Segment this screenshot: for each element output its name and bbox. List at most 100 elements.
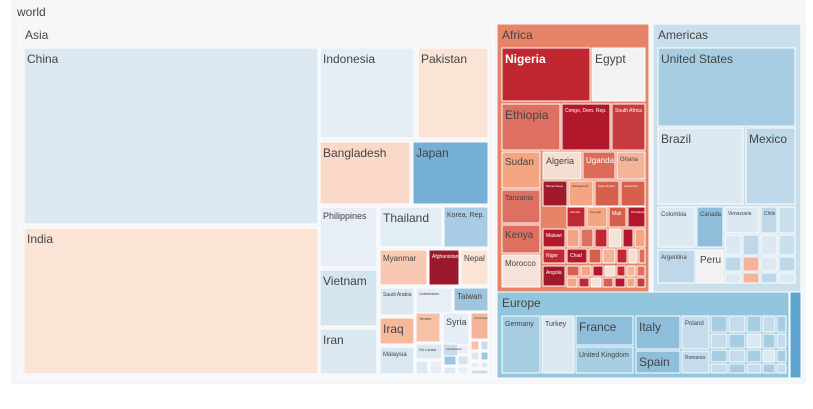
treemap-tile-americas-minor-9[interactable]: [778, 256, 796, 272]
treemap-tile-africa-minor-13[interactable]: [580, 265, 592, 277]
treemap-tile-europe-minor-9[interactable]: [762, 333, 776, 349]
treemap-tile-europe-minor-4[interactable]: [762, 315, 776, 333]
treemap-tile-asia-minor-10[interactable]: [480, 351, 489, 361]
treemap-tile-cameroon[interactable]: [620, 180, 646, 207]
treemap-tile-chile[interactable]: [760, 206, 778, 234]
treemap-tile-africa-minor-20[interactable]: [578, 277, 590, 288]
treemap-tile-asia-minor-6[interactable]: [457, 366, 469, 375]
treemap-tile-africa-minor-6[interactable]: [634, 228, 646, 248]
treemap-tile-americas-minor-2[interactable]: [724, 234, 742, 256]
treemap-tile-africa-minor-1[interactable]: [566, 228, 580, 248]
treemap-tile-europe-minor-16[interactable]: [710, 363, 728, 374]
treemap-tile-africa-minor-14[interactable]: [592, 265, 604, 277]
treemap-tile-africa-minor-17[interactable]: [626, 265, 636, 277]
treemap-tile-korea-rep[interactable]: [443, 206, 489, 248]
treemap-tile-americas-minor-4[interactable]: [760, 234, 778, 256]
treemap-tile-africa-minor-24[interactable]: [626, 277, 636, 288]
treemap-tile-mali[interactable]: [608, 206, 627, 228]
treemap-tile-europe-minor-18[interactable]: [746, 363, 762, 374]
treemap-tile-africa-minor-15[interactable]: [604, 265, 616, 277]
treemap-tile-europe-minor-14[interactable]: [762, 349, 776, 363]
treemap-tile-south-africa[interactable]: [611, 103, 646, 151]
treemap-tile-asia-minor-5[interactable]: [443, 366, 457, 375]
treemap-tile-kazakhstan[interactable]: [442, 343, 459, 357]
treemap-tile-myanmar[interactable]: [379, 249, 428, 286]
treemap-tile-europe-minor-5[interactable]: [776, 315, 787, 333]
treemap-tile-colombia[interactable]: [657, 206, 696, 248]
treemap-tile-germany[interactable]: [501, 315, 541, 374]
treemap-tile-africa-minor-19[interactable]: [566, 277, 578, 288]
treemap-tile-cote-d-ivoire[interactable]: [594, 180, 620, 207]
treemap-tile-romania[interactable]: [681, 350, 710, 374]
treemap-tile-nepal[interactable]: [460, 249, 489, 286]
treemap-tile-iraq[interactable]: [379, 317, 415, 345]
treemap-tile-morocco[interactable]: [501, 254, 541, 288]
treemap-tile-europe-minor-10[interactable]: [776, 333, 787, 349]
treemap-tile-africa-minor-25[interactable]: [636, 277, 646, 288]
treemap-tile-sri-lanka[interactable]: [415, 343, 443, 360]
treemap-tile-brazil[interactable]: [657, 127, 744, 205]
treemap-tile-poland[interactable]: [681, 315, 710, 350]
treemap-tile-americas-minor-11[interactable]: [742, 272, 760, 284]
treemap-tile-mozambique[interactable]: [542, 180, 568, 207]
treemap-tile-zambia[interactable]: [566, 206, 586, 228]
treemap-tile-turkey[interactable]: [541, 315, 575, 374]
treemap-tile-americas-minor-1[interactable]: [778, 206, 796, 234]
treemap-tile-europe-minor-19[interactable]: [762, 363, 776, 374]
treemap-tile-venezuela[interactable]: [724, 206, 760, 234]
treemap-tile-ethiopia[interactable]: [501, 103, 561, 151]
treemap-tile-europe-minor-11[interactable]: [710, 349, 728, 363]
treemap-tile-italy[interactable]: [635, 315, 681, 350]
treemap-tile-europe-minor-7[interactable]: [728, 333, 746, 349]
treemap-tile-zimbabwe[interactable]: [627, 206, 646, 228]
treemap-tile-tanzania[interactable]: [501, 189, 541, 224]
treemap-tile-taiwan[interactable]: [453, 287, 489, 312]
treemap-tile-europe-minor-13[interactable]: [746, 349, 762, 363]
treemap-tile-nigeria[interactable]: [501, 47, 591, 102]
treemap-tile-cambodia[interactable]: [470, 312, 489, 340]
treemap-parent-oceania[interactable]: [789, 291, 802, 379]
treemap-tile-asia-minor-4[interactable]: [457, 355, 469, 366]
treemap-tile-mexico[interactable]: [745, 127, 796, 205]
treemap-tile-africa-minor-16[interactable]: [616, 265, 626, 277]
treemap-tile-congo-dem-rep[interactable]: [561, 103, 611, 151]
treemap-tile-asia-minor-3[interactable]: [443, 355, 457, 366]
treemap-tile-malawi[interactable]: [542, 228, 566, 248]
treemap-tile-africa-minor-8[interactable]: [602, 248, 616, 264]
treemap-tile-angola[interactable]: [542, 265, 566, 287]
treemap-tile-americas-minor-8[interactable]: [760, 256, 778, 272]
treemap-tile-americas-minor-3[interactable]: [742, 234, 760, 256]
treemap-tile-europe-minor-8[interactable]: [746, 333, 762, 349]
treemap-tile-ghana[interactable]: [616, 151, 646, 180]
treemap-tile-indonesia[interactable]: [319, 47, 415, 139]
treemap-tile-argentina[interactable]: [657, 249, 696, 284]
treemap-tile-egypt[interactable]: [591, 47, 646, 102]
treemap-tile-europe-minor-3[interactable]: [746, 315, 762, 333]
treemap-tile-americas-minor-13[interactable]: [778, 272, 796, 284]
treemap-tile-senegal[interactable]: [586, 206, 608, 228]
treemap-tile-africa-minor-5[interactable]: [622, 228, 634, 248]
treemap-tile-americas-minor-10[interactable]: [724, 272, 742, 284]
treemap-tile-uganda[interactable]: [582, 151, 616, 180]
treemap-tile-africa-minor-3[interactable]: [594, 228, 608, 248]
treemap-tile-europe-minor-15[interactable]: [776, 349, 787, 363]
treemap-tile-americas-minor-12[interactable]: [760, 272, 778, 284]
treemap-tile-asia-minor-9[interactable]: [470, 351, 480, 361]
treemap-tile-africa-minor-2[interactable]: [580, 228, 594, 248]
treemap-tile-thailand[interactable]: [379, 206, 443, 248]
treemap-tile-asia-minor-8[interactable]: [480, 340, 489, 351]
treemap-tile-kenya[interactable]: [501, 224, 541, 254]
treemap-tile-iran[interactable]: [319, 328, 378, 375]
treemap-tile-philippines[interactable]: [319, 206, 378, 268]
treemap-tile-china[interactable]: [23, 47, 319, 225]
treemap-tile-africa-minor-11[interactable]: [638, 248, 646, 264]
treemap-tile-india[interactable]: [23, 227, 319, 375]
treemap-tile-vietnam[interactable]: [319, 269, 378, 327]
treemap-tile-africa-minor-18[interactable]: [636, 265, 646, 277]
treemap-tile-africa-minor-21[interactable]: [590, 277, 602, 288]
treemap-tile-canada[interactable]: [696, 206, 724, 248]
treemap-tile-africa-minor-23[interactable]: [614, 277, 626, 288]
treemap-tile-asia-minor-14[interactable]: [415, 360, 429, 375]
treemap-tile-europe-minor-6[interactable]: [710, 333, 728, 349]
treemap-tile-asia-minor-12[interactable]: [480, 361, 489, 369]
